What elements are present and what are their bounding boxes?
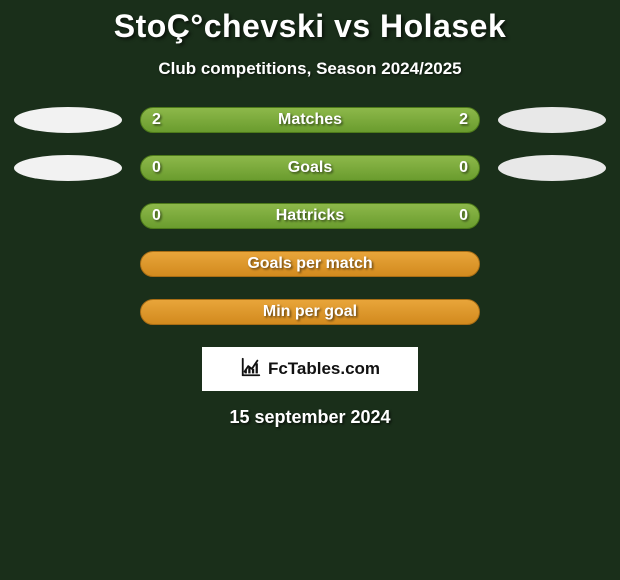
stat-bar: Goals per match: [140, 251, 480, 277]
right-oval: [498, 107, 606, 133]
stat-bar: 2 Matches 2: [140, 107, 480, 133]
stat-row: Min per goal: [0, 299, 620, 325]
stat-bar: 0 Hattricks 0: [140, 203, 480, 229]
bar-fill: [140, 155, 480, 181]
bar-fill: [140, 107, 480, 133]
stat-row: 0 Goals 0: [0, 155, 620, 181]
left-oval: [14, 107, 122, 133]
comparison-infographic: StoÇ°chevski vs Holasek Club competition…: [0, 0, 620, 428]
left-oval: [14, 155, 122, 181]
subtitle: Club competitions, Season 2024/2025: [0, 59, 620, 79]
bar-fill: [140, 299, 480, 325]
page-title: StoÇ°chevski vs Holasek: [0, 8, 620, 45]
date-text: 15 september 2024: [0, 407, 620, 428]
stat-row: 2 Matches 2: [0, 107, 620, 133]
bar-fill: [140, 251, 480, 277]
branding-text: FcTables.com: [268, 359, 380, 379]
chart-icon: [240, 356, 262, 383]
stat-row: 0 Hattricks 0: [0, 203, 620, 229]
stat-bar: Min per goal: [140, 299, 480, 325]
stat-row: Goals per match: [0, 251, 620, 277]
branding-badge: FcTables.com: [202, 347, 418, 391]
right-oval: [498, 155, 606, 181]
stat-bar: 0 Goals 0: [140, 155, 480, 181]
bar-fill: [140, 203, 480, 229]
stat-rows: 2 Matches 2 0 Goals 0 0 Hattricks: [0, 107, 620, 325]
